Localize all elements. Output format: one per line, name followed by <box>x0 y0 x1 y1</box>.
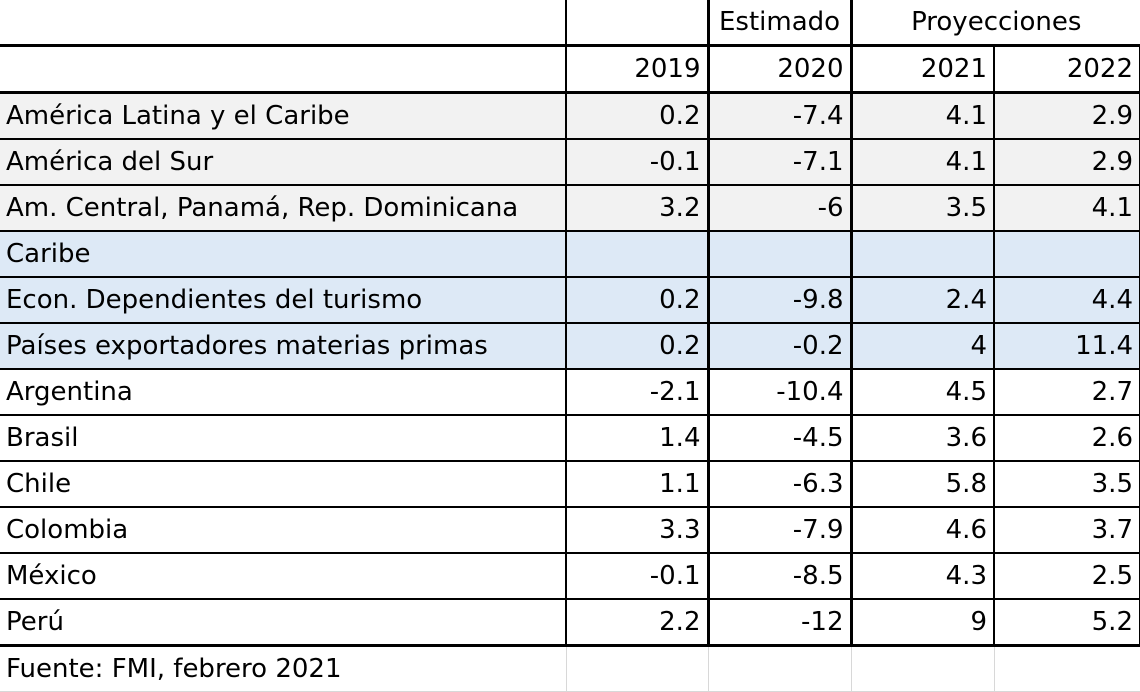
header-year-row: 2019 2020 2021 2022 <box>0 45 1140 94</box>
empty-cell[interactable] <box>994 645 1140 692</box>
year-2021-cell[interactable]: 2021 <box>849 45 995 94</box>
value-cell-2021[interactable]: 4.3 <box>849 553 995 600</box>
value-cell-2020[interactable]: -7.1 <box>706 139 852 186</box>
value-cell-2020[interactable]: -8.5 <box>706 553 852 600</box>
value-cell-2022[interactable]: 3.5 <box>994 461 1140 508</box>
value-cell-2022[interactable]: 3.7 <box>994 507 1140 554</box>
table-row: México -0.1 -8.5 4.3 2.5 <box>0 553 1140 600</box>
row-label-cell[interactable]: Argentina <box>0 369 567 416</box>
header-empty-cell[interactable] <box>566 0 709 47</box>
value-cell-2021[interactable]: 4.1 <box>849 139 995 186</box>
table-row: Econ. Dependientes del turismo 0.2 -9.8 2.4… <box>0 277 1140 324</box>
value-cell-2019[interactable]: -0.1 <box>566 553 709 600</box>
table-row: Chile 1.1 -6.3 5.8 3.5 <box>0 461 1140 508</box>
header-group-row: Estimado Proyecciones <box>0 0 1140 47</box>
value-cell-2019[interactable]: 3.2 <box>566 185 709 232</box>
value-cell-2021[interactable]: 3.5 <box>849 185 995 232</box>
row-label-cell[interactable]: Perú <box>0 599 567 647</box>
empty-cell[interactable] <box>851 645 995 692</box>
value-cell-2019[interactable]: 0.2 <box>566 92 709 140</box>
value-cell-2022[interactable]: 2.9 <box>994 139 1140 186</box>
value-cell-2022[interactable]: 11.4 <box>994 323 1140 370</box>
value-cell-2021[interactable]: 3.6 <box>849 415 995 462</box>
value-cell-2022[interactable]: 4.1 <box>994 185 1140 232</box>
value-cell-2021[interactable]: 4.1 <box>849 92 995 140</box>
value-cell-2019[interactable]: 3.3 <box>566 507 709 554</box>
footer-row: Fuente: FMI, febrero 2021 <box>0 645 1140 692</box>
row-label-cell[interactable]: Brasil <box>0 415 567 462</box>
value-cell-2021[interactable]: 4 <box>849 323 995 370</box>
row-label-cell[interactable]: Econ. Dependientes del turismo <box>0 277 567 324</box>
value-cell-2020[interactable]: -7.4 <box>706 92 852 140</box>
value-cell-2021[interactable]: 2.4 <box>849 277 995 324</box>
value-cell-2021[interactable]: 4.5 <box>849 369 995 416</box>
value-cell-2020[interactable] <box>706 231 852 278</box>
value-cell-2021[interactable]: 4.6 <box>849 507 995 554</box>
year-2022-cell[interactable]: 2022 <box>994 45 1140 94</box>
row-label-cell[interactable]: América Latina y el Caribe <box>0 92 567 140</box>
table-row: Perú 2.2 -12 9 5.2 <box>0 599 1140 647</box>
value-cell-2019[interactable]: 0.2 <box>566 323 709 370</box>
value-cell-2019[interactable]: 1.1 <box>566 461 709 508</box>
table-row: América Latina y el Caribe 0.2 -7.4 4.1 2.9 <box>0 92 1140 140</box>
value-cell-2020[interactable]: -6.3 <box>706 461 852 508</box>
header-empty-cell[interactable] <box>0 0 567 47</box>
value-cell-2019[interactable]: 0.2 <box>566 277 709 324</box>
table-row: Caribe <box>0 231 1140 278</box>
header-empty-cell[interactable] <box>0 45 567 94</box>
value-cell-2019[interactable]: -2.1 <box>566 369 709 416</box>
row-label-cell[interactable]: México <box>0 553 567 600</box>
header-projections-cell[interactable]: Proyecciones <box>849 0 1140 47</box>
table-row: Colombia 3.3 -7.9 4.6 3.7 <box>0 507 1140 554</box>
value-cell-2020[interactable]: -12 <box>706 599 852 647</box>
value-cell-2022[interactable]: 4.4 <box>994 277 1140 324</box>
source-note-cell[interactable]: Fuente: FMI, febrero 2021 <box>0 645 567 692</box>
table-row: Argentina -2.1 -10.4 4.5 2.7 <box>0 369 1140 416</box>
row-label-cell[interactable]: Caribe <box>0 231 567 278</box>
value-cell-2022[interactable]: 2.5 <box>994 553 1140 600</box>
row-label-cell[interactable]: Colombia <box>0 507 567 554</box>
value-cell-2020[interactable]: -9.8 <box>706 277 852 324</box>
value-cell-2020[interactable]: -4.5 <box>706 415 852 462</box>
value-cell-2020[interactable]: -7.9 <box>706 507 852 554</box>
value-cell-2020[interactable]: -6 <box>706 185 852 232</box>
value-cell-2022[interactable]: 5.2 <box>994 599 1140 647</box>
table-row: Países exportadores materias primas 0.2 -0… <box>0 323 1140 370</box>
year-2020-cell[interactable]: 2020 <box>706 45 852 94</box>
row-label-cell[interactable]: América del Sur <box>0 139 567 186</box>
table-row: Am. Central, Panamá, Rep. Dominicana 3.2-… <box>0 185 1140 232</box>
row-label-cell[interactable]: Am. Central, Panamá, Rep. Dominicana <box>0 185 567 232</box>
value-cell-2022[interactable]: 2.9 <box>994 92 1140 140</box>
empty-cell[interactable] <box>708 645 852 692</box>
value-cell-2022[interactable] <box>994 231 1140 278</box>
table-row: América del Sur -0.1 -7.1 4.1 2.9 <box>0 139 1140 186</box>
value-cell-2021[interactable] <box>849 231 995 278</box>
value-cell-2020[interactable]: -0.2 <box>706 323 852 370</box>
year-2019-cell[interactable]: 2019 <box>566 45 709 94</box>
value-cell-2019[interactable]: -0.1 <box>566 139 709 186</box>
value-cell-2020[interactable]: -10.4 <box>706 369 852 416</box>
value-cell-2019[interactable] <box>566 231 709 278</box>
value-cell-2019[interactable]: 1.4 <box>566 415 709 462</box>
value-cell-2022[interactable]: 2.6 <box>994 415 1140 462</box>
row-label-cell[interactable]: Países exportadores materias primas <box>0 323 567 370</box>
header-estimated-cell[interactable]: Estimado <box>706 0 852 47</box>
value-cell-2021[interactable]: 5.8 <box>849 461 995 508</box>
row-label-cell[interactable]: Chile <box>0 461 567 508</box>
empty-cell[interactable] <box>566 645 709 692</box>
value-cell-2019[interactable]: 2.2 <box>566 599 709 647</box>
table-row: Brasil 1.4 -4.5 3.6 2.6 <box>0 415 1140 462</box>
value-cell-2022[interactable]: 2.7 <box>994 369 1140 416</box>
value-cell-2021[interactable]: 9 <box>849 599 995 647</box>
